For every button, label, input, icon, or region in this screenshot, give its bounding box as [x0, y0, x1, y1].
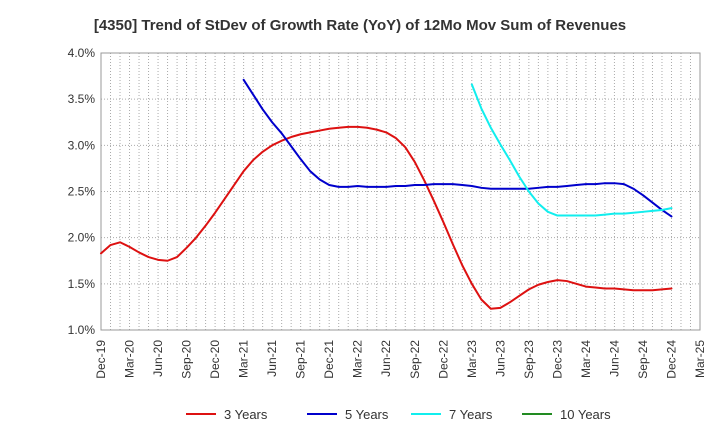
- x-tick-label: Dec-20: [208, 340, 222, 379]
- x-tick-label: Sep-22: [408, 340, 422, 379]
- x-tick-label: Dec-24: [664, 340, 678, 379]
- x-tick-label: Sep-24: [636, 340, 650, 379]
- series-line-5-years: [242, 78, 673, 218]
- grid: [101, 53, 700, 330]
- x-tick-label: Dec-22: [436, 340, 450, 379]
- legend-label: 3 Years: [224, 407, 268, 422]
- x-tick-label: Sep-20: [180, 340, 194, 379]
- y-tick-label: 2.5%: [68, 185, 96, 199]
- series-line-3-years: [100, 125, 673, 310]
- y-tick-label: 4.0%: [68, 46, 96, 60]
- chart-title: [4350] Trend of StDev of Growth Rate (Yo…: [94, 17, 626, 34]
- y-tick-label: 3.5%: [68, 92, 96, 106]
- x-tick-label: Mar-23: [465, 340, 479, 378]
- x-tick-label: Jun-23: [493, 340, 507, 377]
- x-tick-label: Jun-24: [607, 340, 621, 377]
- x-tick-label: Jun-21: [265, 340, 279, 377]
- x-tick-label: Jun-22: [379, 340, 393, 377]
- x-tick-label: Sep-23: [522, 340, 536, 379]
- x-axis: Dec-19 Mar-20 Jun-20 Sep-20 Dec-20 Mar-21 Jun-…: [94, 340, 707, 379]
- y-tick-label: 2.0%: [68, 231, 96, 245]
- legend-label: 5 Years: [345, 407, 389, 422]
- legend-label: 10 Years: [560, 407, 611, 422]
- plot-area: [100, 52, 701, 331]
- x-tick-label: Jun-20: [151, 340, 165, 377]
- legend-label: 7 Years: [449, 407, 493, 422]
- x-tick-label: Mar-22: [351, 340, 365, 378]
- y-tick-label: 3.0%: [68, 138, 96, 152]
- x-tick-label: Mar-20: [123, 340, 137, 378]
- x-tick-label: Mar-24: [579, 340, 593, 378]
- x-tick-label: Dec-21: [322, 340, 336, 379]
- y-tick-label: 1.5%: [68, 277, 96, 291]
- x-tick-label: Mar-25: [693, 340, 707, 378]
- x-tick-label: Dec-19: [94, 340, 108, 379]
- series-line-7-years: [470, 83, 673, 217]
- y-tick-label: 1.0%: [68, 323, 96, 337]
- x-tick-label: Dec-23: [550, 340, 564, 379]
- x-tick-label: Sep-21: [294, 340, 308, 379]
- y-axis: 1.0% 1.5% 2.0% 2.5% 3.0% 3.5% 4.0%: [68, 46, 96, 337]
- x-tick-label: Mar-21: [237, 340, 251, 378]
- series-lines: [100, 78, 673, 310]
- legend: 3 Years 5 Years 7 Years 10 Years: [186, 407, 611, 422]
